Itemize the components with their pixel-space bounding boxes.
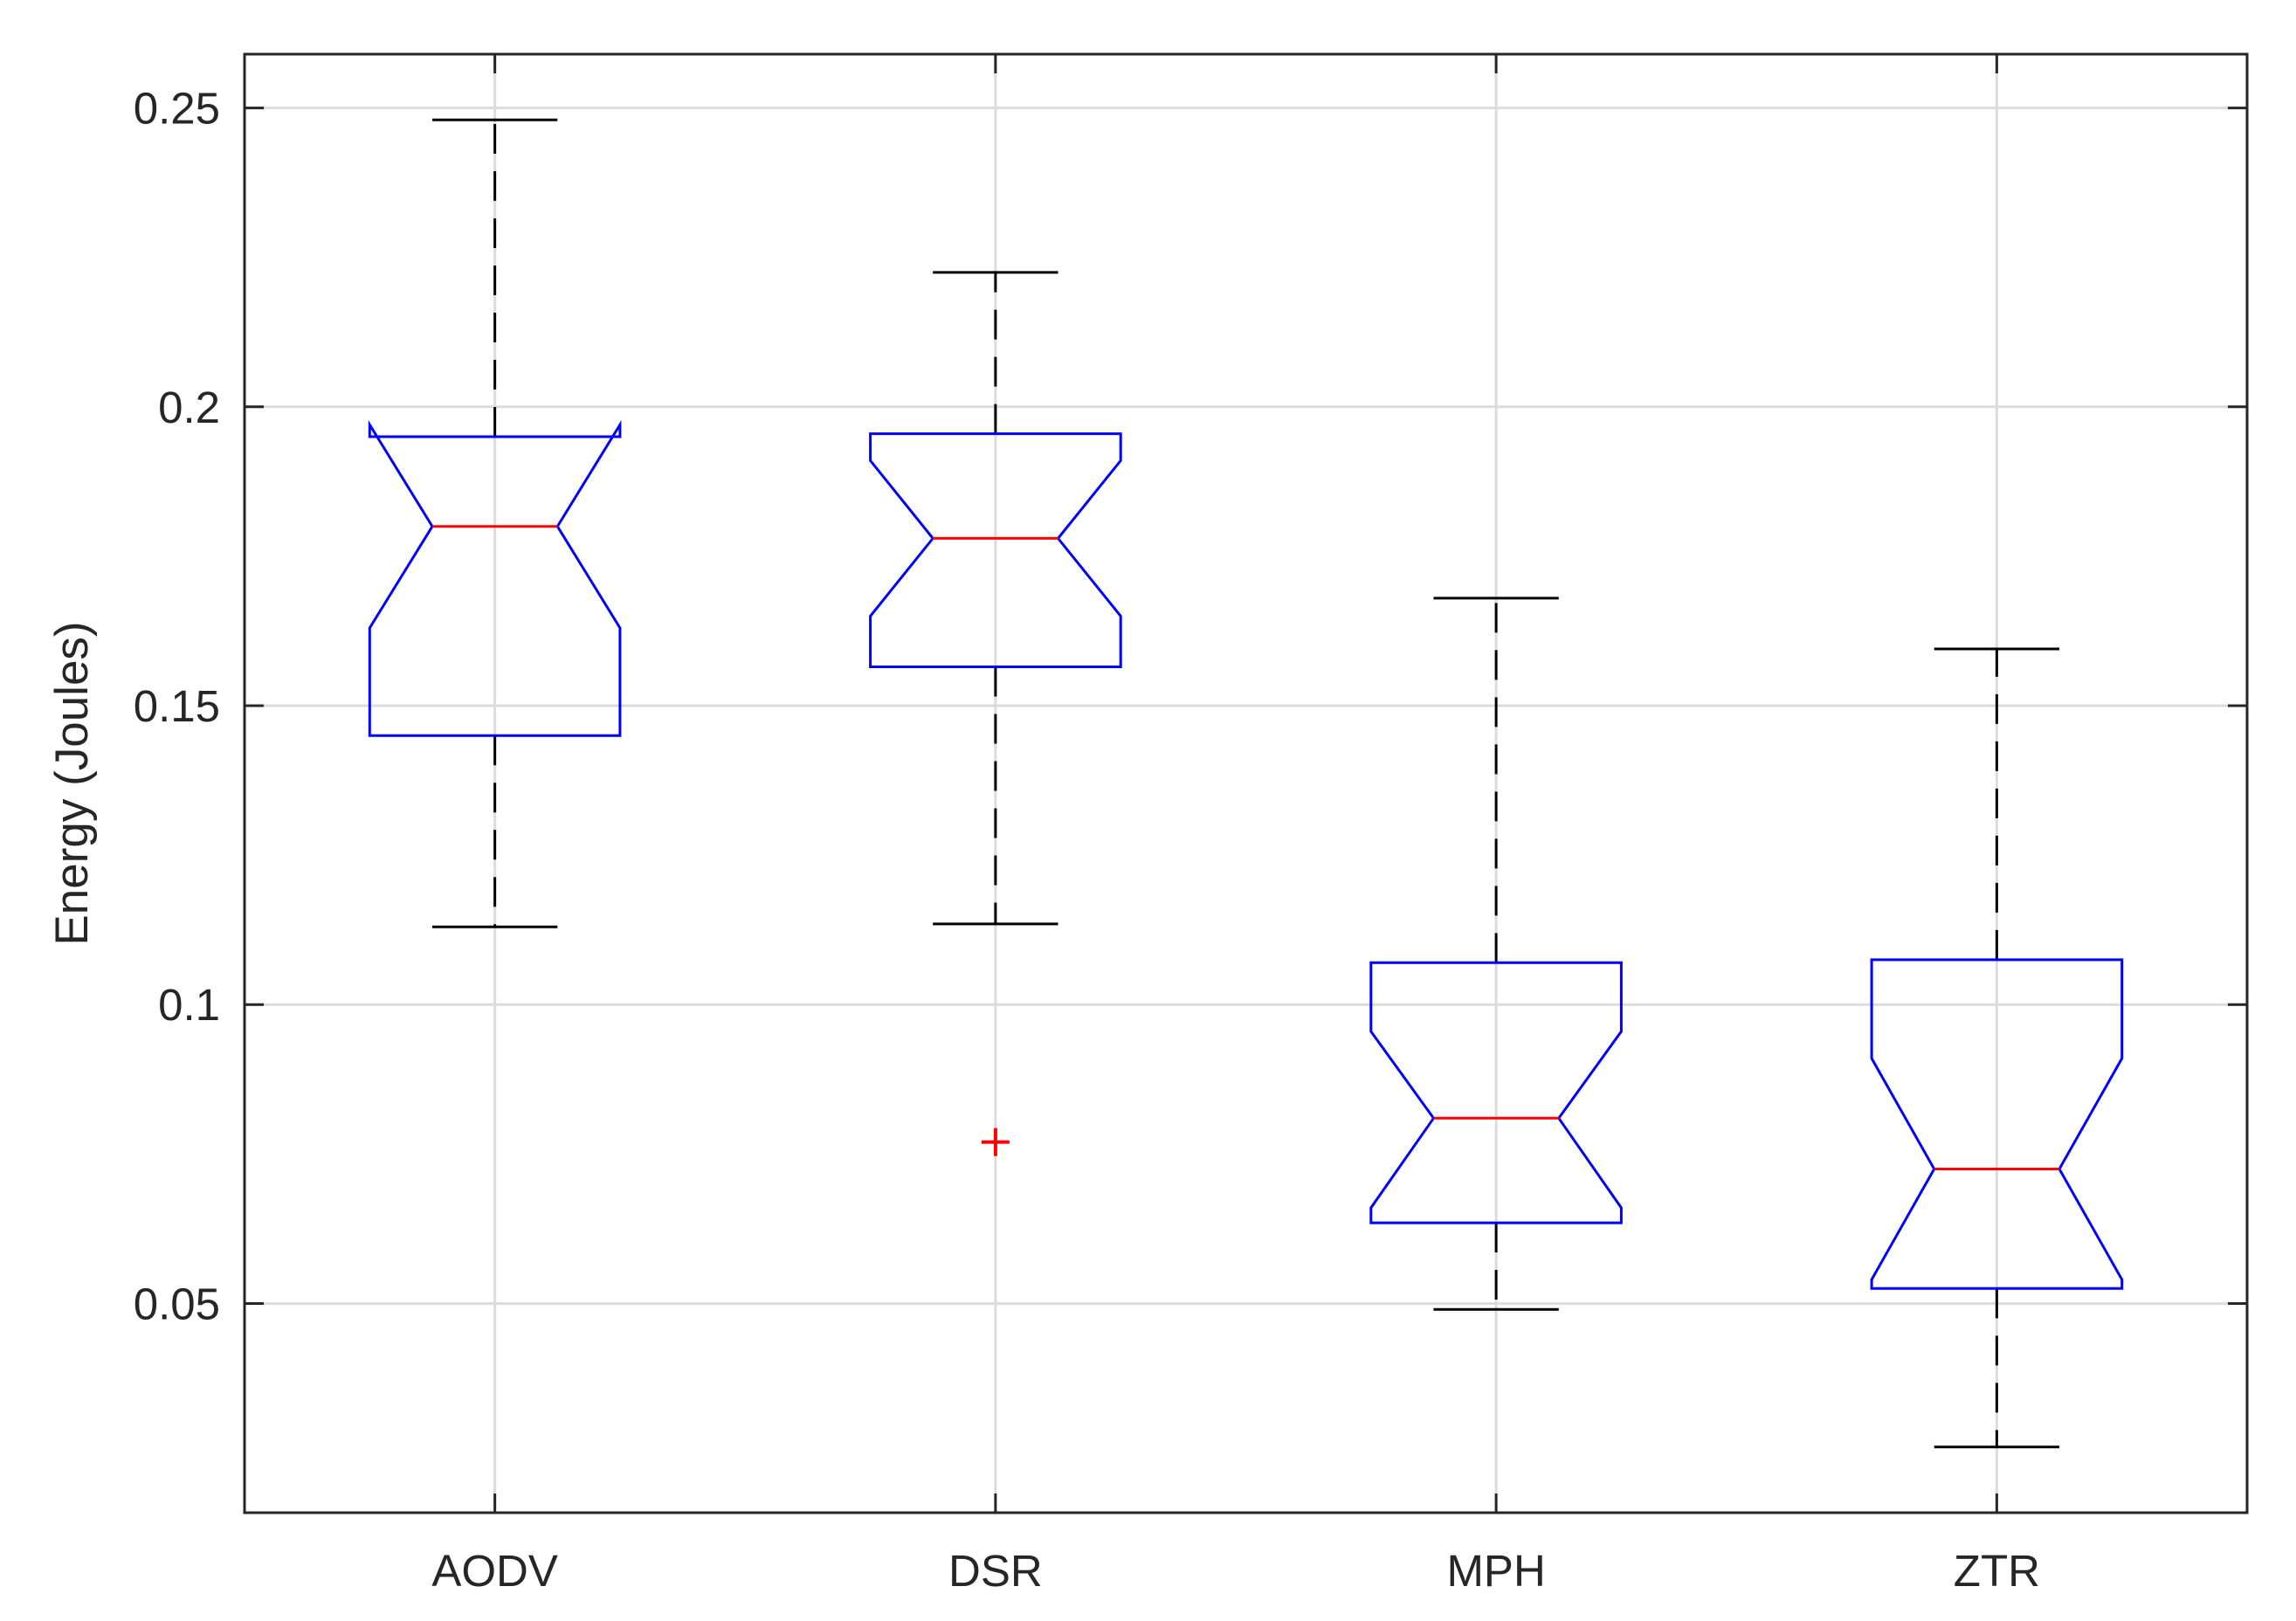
y-tick-label: 0.05 xyxy=(134,1279,220,1328)
x-tick-label-mph: MPH xyxy=(1446,1546,1545,1596)
x-tick-label-aodv: AODV xyxy=(431,1546,558,1596)
mph-box xyxy=(1369,961,1623,1224)
aodv-box xyxy=(368,419,622,737)
x-tick-label-dsr: DSR xyxy=(948,1546,1043,1596)
y-tick-label: 0.2 xyxy=(158,383,220,432)
dsr-box xyxy=(869,432,1122,668)
dsr-outlier-marker xyxy=(981,1128,1010,1156)
label-layer: 0.05 0.1 0.15 0.2 0.25 AODV DSR MPH ZTR xyxy=(134,84,2040,1596)
y-tick-label: 0.25 xyxy=(134,84,220,134)
plot-frame xyxy=(243,52,2249,1514)
y-tick-label: 0.15 xyxy=(134,681,220,731)
y-axis-label: Energy (Joules) xyxy=(46,621,98,945)
box-layer xyxy=(368,118,2124,1449)
x-tick-label-ztr: ZTR xyxy=(1954,1546,2040,1596)
ztr-box xyxy=(1870,958,2124,1290)
tick-layer xyxy=(245,54,2247,1513)
grid-layer xyxy=(245,54,2247,1513)
y-tick-label: 0.1 xyxy=(158,980,220,1030)
